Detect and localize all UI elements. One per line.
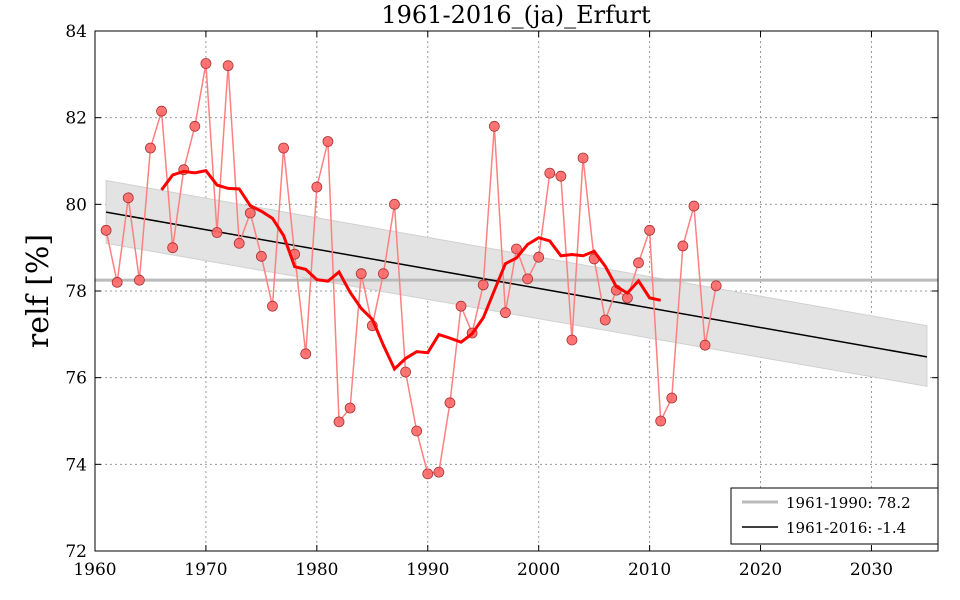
data-point: [511, 243, 522, 255]
data-point: [355, 268, 367, 280]
data-point: [422, 468, 434, 480]
data-point: [677, 240, 689, 252]
data-point: [488, 120, 500, 132]
y-tick-label: 84: [65, 22, 87, 42]
data-point: [333, 416, 345, 428]
data-point: [244, 207, 256, 219]
data-point: [500, 307, 511, 319]
data-point: [122, 192, 134, 204]
data-point: [145, 142, 156, 154]
data-point: [389, 198, 400, 210]
data-point: [111, 276, 123, 288]
y-tick-label: 80: [65, 195, 87, 215]
data-point: [344, 402, 356, 414]
data-point: [156, 105, 167, 117]
data-point: [189, 120, 201, 132]
data-point: [455, 300, 467, 312]
data-point: [533, 251, 545, 263]
x-tick-label: 1970: [184, 560, 227, 580]
legend-baseline-label: 1961-1990: 78.2: [786, 494, 911, 512]
data-point: [633, 257, 644, 269]
chart-title: 1961-2016_(ja)_Erfurt: [381, 1, 651, 29]
confidence-band-area: [105, 179, 928, 387]
data-point: [477, 279, 489, 291]
data-point: [400, 366, 411, 378]
legend: 1961-1990: 78.2 1961-2016: -1.4: [730, 487, 939, 545]
data-point: [233, 237, 245, 249]
legend-trend-label: 1961-2016: -1.4: [786, 519, 906, 537]
y-tick-label: 74: [65, 455, 87, 475]
ticks: 1960 1970 1980 1990 2000 2010 2020 2030 72 74 76 78…: [65, 22, 938, 580]
x-tick-label: 2030: [850, 560, 893, 580]
data-point: [444, 397, 456, 409]
data-point: [433, 466, 445, 478]
x-tick-label: 2020: [739, 560, 782, 580]
x-tick-label: 2000: [517, 560, 560, 580]
data-point: [688, 200, 700, 212]
data-point: [710, 280, 722, 292]
x-tick-label: 1980: [295, 560, 338, 580]
data-point: [377, 268, 389, 280]
running-mean-line: [160, 169, 662, 372]
y-tick-label: 76: [65, 369, 87, 389]
data-point: [267, 300, 278, 312]
data-point: [555, 170, 567, 182]
data-point: [544, 167, 556, 179]
x-tick-label: 1990: [406, 560, 449, 580]
data-point: [222, 60, 234, 72]
y-tick-label: 82: [65, 109, 87, 129]
legend-box: [730, 487, 939, 545]
data-point: [133, 274, 145, 286]
data-point: [311, 181, 323, 193]
running-mean: [160, 169, 662, 372]
data-point: [255, 250, 267, 262]
confidence-band: [105, 179, 928, 387]
data-point: [300, 348, 312, 360]
data-series: [100, 58, 722, 480]
y-axis-label: relf [%]: [21, 234, 56, 348]
data-point: [655, 415, 667, 427]
data-point: [167, 242, 179, 254]
data-point: [278, 142, 289, 154]
data-point: [211, 227, 223, 238]
data-point: [100, 224, 112, 236]
data-point: [322, 136, 334, 147]
data-point: [577, 152, 589, 164]
data-point: [566, 334, 578, 346]
data-point: [411, 425, 423, 437]
y-tick-label: 78: [65, 282, 87, 302]
data-point: [200, 58, 212, 69]
y-tick-label: 72: [65, 542, 87, 562]
trend-line: [105, 211, 928, 358]
x-tick-label: 2010: [628, 560, 671, 580]
trend-line-segment: [105, 211, 928, 358]
data-point: [644, 224, 656, 236]
x-tick-label: 1960: [73, 560, 116, 580]
data-point: [599, 314, 611, 326]
data-point: [699, 339, 711, 351]
data-point: [522, 273, 533, 285]
data-point: [666, 392, 678, 404]
